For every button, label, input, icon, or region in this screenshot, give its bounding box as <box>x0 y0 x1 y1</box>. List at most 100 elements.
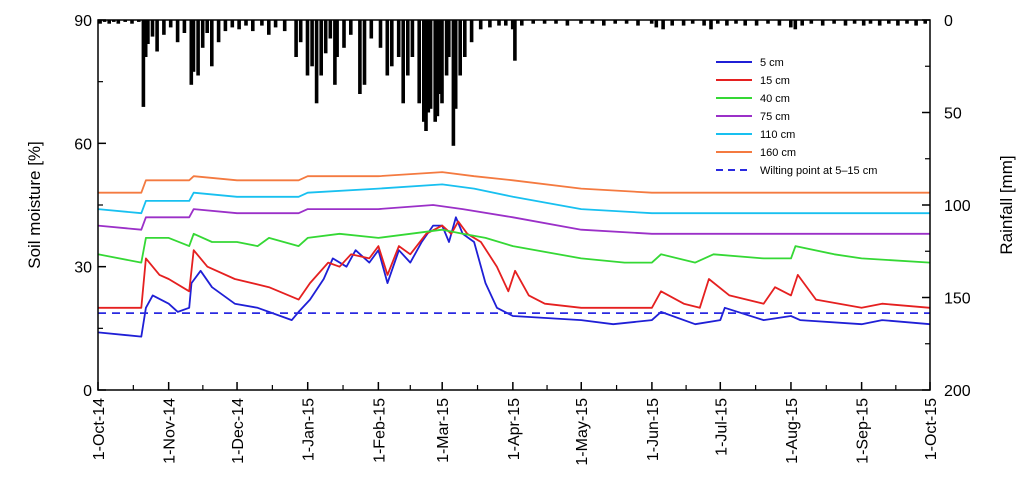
rainfall-bar <box>754 20 759 26</box>
x-tick-label: 1-Feb-15 <box>371 398 388 463</box>
rainfall-bar <box>690 20 695 24</box>
rainfall-bar <box>116 20 121 24</box>
rainfall-bar <box>654 20 659 28</box>
rainfall-bar <box>112 20 116 22</box>
legend-label: 110 cm <box>760 129 795 141</box>
rainfall-bar <box>349 20 353 35</box>
series-line-40-cm <box>97 228 931 264</box>
rainfall-bars <box>98 20 927 146</box>
rainfall-bar <box>267 20 271 35</box>
rainfall-bar <box>216 20 221 43</box>
rainfall-bar <box>716 20 720 24</box>
rainfall-bar <box>478 20 483 30</box>
y2-tick-label: 50 <box>944 106 962 123</box>
rainfall-bar <box>624 20 629 24</box>
rainfall-bar <box>661 20 665 30</box>
x-tick-label: 1-Oct-14 <box>91 398 108 460</box>
rainfall-bar <box>137 20 141 22</box>
rainfall-bar <box>141 20 146 107</box>
rainfall-bar <box>579 20 583 24</box>
rainfall-bar <box>905 20 909 24</box>
rainfall-bar <box>914 20 918 26</box>
rainfall-bar <box>426 20 431 113</box>
rainfall-bar <box>210 20 214 67</box>
rainfall-bar <box>531 20 535 24</box>
rainfall-bar <box>237 20 241 30</box>
rainfall-bar <box>868 20 873 24</box>
y-tick-label: 0 <box>83 383 92 400</box>
x-tick-label: 1-Aug-15 <box>784 398 801 464</box>
rainfall-bar <box>107 20 111 24</box>
rainfall-bar <box>390 20 394 67</box>
rainfall-bar <box>510 20 515 30</box>
rainfall-bar <box>323 20 328 54</box>
rainfall-bar <box>877 20 882 26</box>
rainfall-bar <box>734 20 738 24</box>
x-tick-label: 1-Nov-14 <box>162 398 179 464</box>
rainfall-bar <box>463 20 467 57</box>
rainfall-bar <box>189 20 194 85</box>
y2-axis-title: Rainfall [mm] <box>997 155 1016 254</box>
rainfall-bar <box>820 20 825 26</box>
rainfall-bar <box>401 20 405 104</box>
rainfall-bar <box>196 20 200 76</box>
rainfall-bar <box>417 20 421 104</box>
rainfall-bar <box>428 20 433 109</box>
y2-tick-label: 100 <box>944 198 971 215</box>
rainfall-bar <box>602 20 606 26</box>
legend-label: 75 cm <box>760 111 790 123</box>
rainfall-bar <box>362 20 367 85</box>
rainfall-bar <box>305 20 310 76</box>
rainfall-bar <box>709 20 713 30</box>
rainfall-bar <box>923 20 927 24</box>
series-line-110-cm <box>97 183 930 215</box>
rainfall-bar <box>649 20 654 24</box>
rainfall-bar <box>613 20 617 24</box>
rainfall-bar <box>200 20 205 48</box>
rainfall-bar <box>396 20 401 57</box>
x-tick-label: 1-Dec-14 <box>230 398 247 464</box>
legend-label: 15 cm <box>760 75 790 87</box>
x-tick-label: 1-Jan-15 <box>301 398 318 461</box>
series-line-5-cm <box>97 216 931 338</box>
rainfall-bar <box>554 20 558 24</box>
rainfall-bar <box>444 20 449 76</box>
rainfall-bar <box>369 20 374 39</box>
rainfall-bar <box>319 20 323 76</box>
rainfall-bar <box>182 20 187 33</box>
x-tick-label: 1-Jul-15 <box>713 398 730 456</box>
rainfall-bar <box>155 20 159 52</box>
legend: 5 cm 15 cm 40 cm 75 cm 110 cm 160 cm Wilting p… <box>716 57 877 177</box>
rainfall-bar <box>251 20 255 32</box>
rainfall-bar <box>378 20 383 48</box>
moisture-lines <box>97 171 931 338</box>
rainfall-bar <box>542 20 547 24</box>
y-axis-title: Soil moisture [%] <box>25 141 44 269</box>
rainfall-bar <box>843 20 848 26</box>
y-tick-label: 30 <box>74 260 92 277</box>
rainfall-bar <box>670 20 674 26</box>
rainfall-bar <box>832 20 836 24</box>
rainfall-bar <box>102 20 107 22</box>
rainfall-bar <box>887 20 891 24</box>
rainfall-bar <box>513 20 517 61</box>
rainfall-bar <box>310 20 314 67</box>
rainfall-bar <box>469 20 474 43</box>
rainfall-bar <box>896 20 900 26</box>
rainfall-bar <box>809 20 814 24</box>
rainfall-bar <box>766 20 770 24</box>
legend-label: 160 cm <box>760 147 796 159</box>
rainfall-bar <box>146 20 150 44</box>
rainfall-bar <box>168 20 173 28</box>
x-tick-label: 1-Sep-15 <box>855 398 872 464</box>
x-tick-label: 1-Jun-15 <box>645 398 662 461</box>
rainfall-bar <box>143 20 148 57</box>
x-tick-label: 1-May-15 <box>574 398 591 466</box>
rainfall-bar <box>223 20 228 32</box>
rainfall-bar <box>342 20 346 48</box>
rainfall-bar <box>861 20 866 26</box>
rainfall-bar <box>385 20 390 76</box>
rainfall-bar <box>440 20 444 104</box>
rainfall-bar <box>260 20 264 26</box>
rainfall-bar <box>488 20 492 28</box>
